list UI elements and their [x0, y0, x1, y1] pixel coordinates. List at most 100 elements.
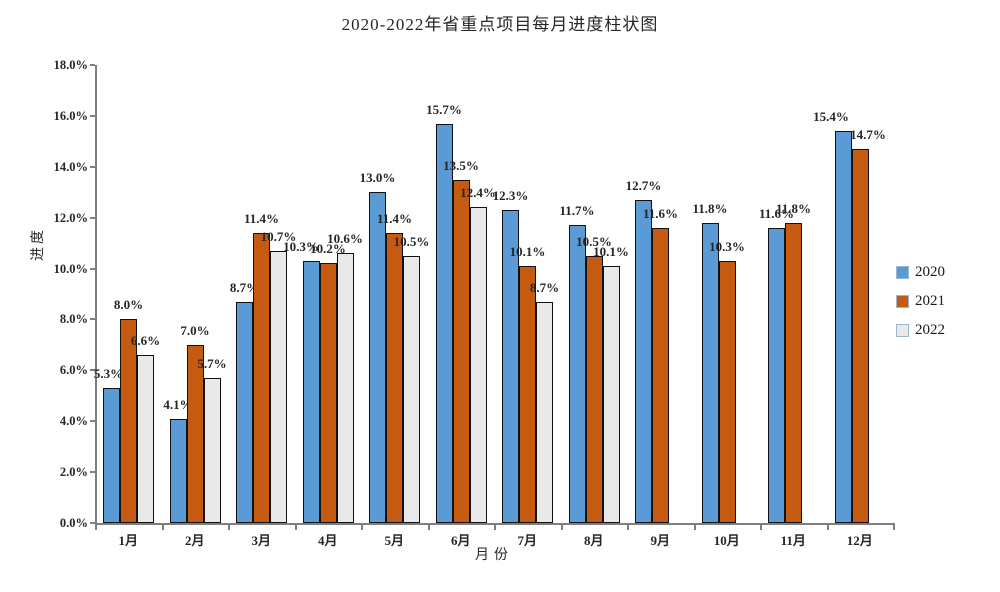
- bar-2021-2月: [186, 344, 204, 523]
- bar-2022-6月: [469, 207, 487, 523]
- x-tick: [627, 525, 629, 530]
- bar-2020-6月: [435, 123, 453, 523]
- y-tick: [90, 522, 95, 524]
- bar-label-2022-4月: 10.6%: [327, 231, 363, 247]
- bar-2022-5月: [403, 255, 420, 523]
- x-tick: [893, 525, 895, 530]
- bar-2021-10月: [718, 260, 736, 523]
- y-tick: [90, 318, 95, 321]
- x-tick-label: 7月: [517, 533, 537, 548]
- bar-2022-4月: [336, 253, 354, 523]
- bar-label-2020-3月: 8.7%: [229, 279, 260, 295]
- bar-label-2020-4月: 10.3%: [283, 238, 319, 254]
- bar-label-2022-1月: 6.6%: [130, 333, 161, 349]
- bar-label-2021-10月: 10.3%: [709, 238, 745, 254]
- x-tick: [228, 525, 230, 530]
- legend-item-2021: 2021: [896, 291, 945, 311]
- bar-2021-12月: [851, 148, 869, 523]
- y-tick-label: 16.0%: [53, 108, 88, 123]
- y-tick-label: 4.0%: [59, 414, 88, 429]
- legend-label-2022: 2022: [915, 321, 945, 338]
- x-tick-label: 4月: [317, 533, 338, 548]
- x-axis-title: 月份: [475, 548, 513, 563]
- bar-label-2020-11月: 11.6%: [758, 205, 795, 221]
- bar-label-2021-11月: 11.8%: [775, 200, 812, 216]
- y-axis-title: 进度: [31, 227, 46, 261]
- chart-title: 2020-2022年省重点项目每月进度柱状图: [341, 15, 659, 34]
- bar-2020-8月: [568, 225, 586, 523]
- bar-2021-7月: [519, 266, 536, 523]
- legend-swatch-2022: [896, 323, 909, 337]
- x-tick: [427, 525, 430, 530]
- y-tick: [90, 64, 95, 66]
- bar-label-2020-10月: 11.8%: [692, 200, 728, 216]
- bar-2021-5月: [386, 232, 403, 523]
- y-tick: [90, 471, 95, 474]
- x-tick: [560, 525, 563, 530]
- bar-label-2020-8月: 11.7%: [559, 203, 595, 219]
- bar-label-2020-7月: 12.3%: [492, 188, 529, 204]
- bar-2021-1月: [120, 319, 137, 523]
- x-tick-label: 3月: [251, 533, 271, 548]
- bar-2020-1月: [103, 388, 120, 523]
- bar-label-2021-2月: 7.0%: [180, 322, 210, 338]
- bar-2021-3月: [253, 232, 270, 523]
- x-tick-label: 9月: [650, 533, 670, 548]
- x-tick-label: 2月: [184, 533, 205, 548]
- bar-label-2022-8月: 10.1%: [593, 244, 629, 259]
- x-tick-label: 5月: [384, 533, 404, 548]
- x-tick-label: 11月: [780, 533, 806, 548]
- y-tick: [90, 216, 95, 219]
- bar-2022-2月: [203, 377, 221, 523]
- y-tick: [90, 369, 95, 372]
- x-tick-label: 12月: [846, 533, 873, 548]
- bar-label-2021-6月: 13.5%: [443, 157, 479, 173]
- bar-label-2020-9月: 12.7%: [625, 177, 662, 193]
- bar-2022-1月: [137, 355, 154, 523]
- x-tick: [494, 525, 496, 530]
- x-tick: [294, 525, 297, 530]
- x-tick: [95, 525, 97, 530]
- bar-label-2021-4月: 10.2%: [310, 241, 346, 257]
- y-axis: [95, 65, 97, 524]
- y-tick-label: 2.0%: [59, 465, 88, 480]
- bar-label-2021-5月: 11.4%: [376, 210, 413, 226]
- bar-label-2022-6月: 12.4%: [460, 185, 496, 201]
- bar-2020-9月: [635, 199, 652, 523]
- x-tick: [693, 525, 696, 530]
- x-tick-label: 10月: [713, 533, 740, 548]
- y-tick: [90, 114, 95, 117]
- bar-label-2020-1月: 5.3%: [93, 366, 124, 382]
- y-tick-label: 8.0%: [59, 312, 88, 327]
- bar-2021-4月: [319, 263, 337, 523]
- bar-label-2022-3月: 10.7%: [260, 228, 297, 244]
- bar-label-2020-5月: 13.0%: [359, 170, 396, 186]
- x-tick: [826, 525, 829, 530]
- bar-2020-2月: [169, 418, 187, 523]
- bar-label-2020-6月: 15.7%: [426, 101, 462, 117]
- x-tick: [361, 525, 363, 530]
- legend: 2020 2021 2022: [896, 262, 945, 349]
- bar-2020-7月: [502, 210, 519, 523]
- legend-swatch-2020: [896, 265, 909, 279]
- y-tick-label: 6.0%: [59, 363, 88, 378]
- bar-label-2021-8月: 10.5%: [576, 233, 612, 249]
- legend-item-2020: 2020: [896, 262, 945, 282]
- bar-2020-5月: [369, 192, 386, 523]
- x-tick: [161, 525, 164, 530]
- bar-2022-3月: [270, 250, 287, 523]
- bar-2020-3月: [236, 301, 253, 523]
- bar-2021-9月: [652, 227, 669, 523]
- bar-label-2022-7月: 8.7%: [529, 279, 560, 295]
- y-tick-label: 0.0%: [59, 516, 88, 530]
- x-tick-label: 6月: [450, 533, 471, 548]
- x-tick-label: 1月: [118, 533, 138, 548]
- legend-swatch-2021: [896, 294, 909, 308]
- bar-2020-10月: [701, 222, 719, 523]
- bar-label-2021-7月: 10.1%: [509, 244, 546, 259]
- legend-label-2020: 2020: [915, 263, 945, 280]
- bar-label-2022-5月: 10.5%: [393, 233, 430, 249]
- bar-label-2022-2月: 5.7%: [197, 355, 227, 371]
- bar-2022-8月: [602, 266, 620, 523]
